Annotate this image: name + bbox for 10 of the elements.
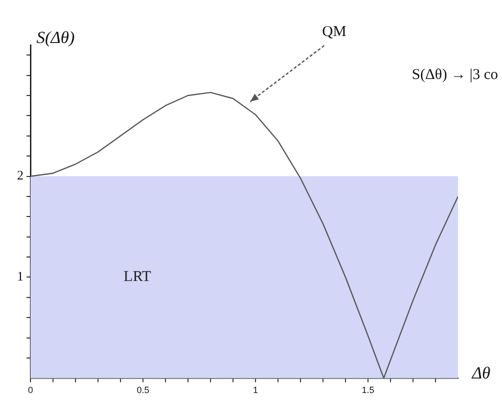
x-tick-label: 0 bbox=[28, 385, 34, 396]
text: QM bbox=[322, 24, 346, 40]
x-tick-label: 1.5 bbox=[362, 385, 374, 396]
y-tick-label: 2 bbox=[17, 168, 24, 183]
y-axis-title: S(Δθ) bbox=[36, 28, 75, 47]
x-tick-label: 0.5 bbox=[136, 385, 150, 396]
x-axis-title: Δθ bbox=[471, 364, 490, 383]
band-label: LRT bbox=[124, 269, 152, 286]
x-tick-label: 1 bbox=[252, 385, 258, 396]
annotation: S(Δθ) → |3 co bbox=[412, 66, 498, 83]
